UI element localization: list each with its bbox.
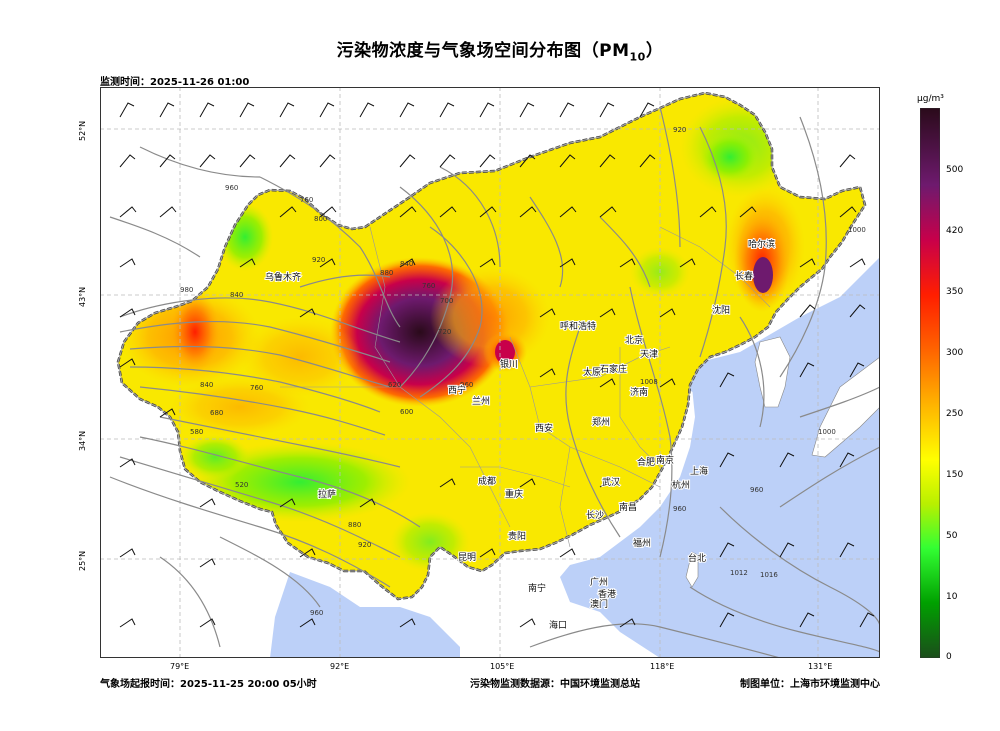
- city-label: 郑州: [592, 416, 610, 428]
- city-label: 杭州: [672, 479, 690, 491]
- longitude-label: 79°E: [170, 662, 190, 671]
- city-label: 南京: [656, 454, 674, 466]
- colorbar-tick: 0: [946, 652, 952, 662]
- contour-label: 960: [460, 381, 473, 389]
- pm10-map: 960 840 760 800 920 840 880 760 700 720 600 620 760 6…: [100, 87, 880, 658]
- colorbar-tick: 150: [946, 470, 964, 480]
- city-label: 南昌: [619, 501, 637, 513]
- monitor-time: 监测时间：2025-11-26 01:00: [100, 77, 250, 88]
- city-label: 北京: [625, 334, 643, 346]
- city-label: 哈尔滨: [748, 238, 775, 250]
- contour-label: 580: [190, 428, 203, 436]
- contour-label: 600: [400, 408, 413, 416]
- contour-label: 980: [180, 286, 193, 294]
- city-label: 长沙: [586, 509, 604, 521]
- pm10-colorbar: [920, 108, 940, 658]
- contour-label: 700: [440, 297, 453, 305]
- latitude-label: 52°N: [78, 120, 87, 141]
- city-label: 太原: [583, 366, 601, 378]
- producer: 制图单位：上海市环境监测中心: [740, 679, 880, 690]
- data-source: 污染物监测数据源：中国环境监测总站: [470, 679, 640, 690]
- forecast-time: 气象场起报时间：2025-11-25 20:00 05小时: [100, 679, 317, 690]
- contour-label: 840: [200, 381, 213, 389]
- longitude-label: 118°E: [650, 662, 675, 671]
- contour-label: 880: [348, 521, 361, 529]
- contour-label: 920: [358, 541, 371, 549]
- latitude-label: 43°N: [78, 286, 87, 307]
- city-label: 福州: [633, 537, 651, 549]
- contour-label: 680: [210, 409, 223, 417]
- city-label: 合肥: [637, 456, 655, 468]
- city-label: 海口: [549, 619, 567, 631]
- contour-label: 760: [250, 384, 263, 392]
- contour-label: 760: [422, 282, 435, 290]
- city-label: 广州: [590, 576, 608, 588]
- map-title: 污染物浓度与气象场空间分布图（PM10）: [336, 41, 664, 64]
- colorbar-tick: 50: [946, 531, 958, 541]
- city-label: 西宁: [448, 384, 466, 396]
- city-label: 沈阳: [712, 304, 730, 316]
- colorbar-tick: 350: [946, 287, 964, 297]
- city-label: 成都: [478, 475, 496, 487]
- city-label: 南宁: [528, 582, 546, 594]
- city-label: 昆明: [458, 552, 476, 563]
- contour-label: 800: [314, 215, 327, 223]
- city-label: 重庆: [505, 488, 523, 500]
- city-label: 长春: [735, 270, 753, 282]
- contour-label: 760: [300, 196, 313, 204]
- contour-label: 840: [230, 291, 243, 299]
- contour-label: 960: [673, 505, 686, 513]
- city-label: 香港: [598, 588, 616, 600]
- city-label: 台北: [688, 552, 706, 564]
- colorbar-unit: μg/m³: [917, 94, 944, 104]
- colorbar-tick: 420: [946, 226, 964, 236]
- contour-label: 920: [312, 256, 325, 264]
- city-label: 拉萨: [318, 488, 336, 500]
- contour-label: 960: [310, 609, 323, 617]
- colorbar-tick: 250: [946, 409, 964, 419]
- colorbar-tick: 300: [946, 348, 964, 358]
- contour-label: 880: [380, 269, 393, 277]
- contour-label: 1008: [640, 378, 658, 386]
- city-label: 天津: [640, 349, 658, 360]
- contour-label: 960: [225, 184, 238, 192]
- city-label: 呼和浩特: [560, 320, 596, 332]
- contour-label: 720: [438, 328, 451, 336]
- colorbar-tick: 10: [946, 592, 958, 602]
- city-label: 济南: [630, 386, 648, 398]
- contour-label: 620: [388, 381, 401, 389]
- longitude-label: 92°E: [330, 662, 350, 671]
- city-label: 武汉: [602, 476, 620, 488]
- city-label: 西安: [535, 422, 553, 434]
- contour-label: 1000: [848, 226, 866, 234]
- city-label: 澳门: [590, 598, 608, 610]
- longitude-label: 131°E: [808, 662, 833, 671]
- contour-label: 1000: [818, 428, 836, 436]
- contour-label: 1016: [760, 571, 778, 579]
- contour-label: 520: [235, 481, 248, 489]
- colorbar-tick: 500: [946, 165, 964, 175]
- latitude-label: 25°N: [78, 550, 87, 571]
- contour-label: 1012: [730, 569, 748, 577]
- city-label: 石家庄: [600, 363, 627, 375]
- latitude-label: 34°N: [78, 430, 87, 451]
- city-label: 乌鲁木齐: [265, 271, 301, 283]
- city-label: 贵阳: [508, 530, 526, 542]
- city-label: 银川: [500, 358, 518, 370]
- contour-label: 920: [673, 126, 686, 134]
- contour-label: 840: [400, 260, 413, 268]
- contour-label: 960: [750, 486, 763, 494]
- longitude-label: 105°E: [490, 662, 515, 671]
- city-label: 兰州: [472, 395, 490, 407]
- city-label: 上海: [690, 465, 708, 477]
